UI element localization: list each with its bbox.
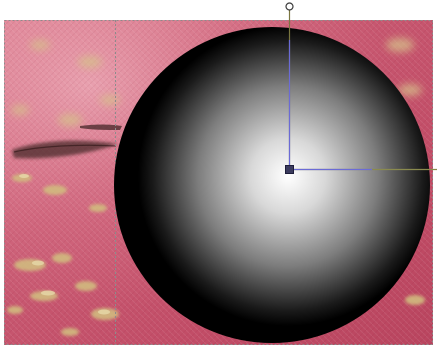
center-handle-icon[interactable] xyxy=(285,165,294,174)
insect-silhouette xyxy=(12,124,122,159)
rotation-handle-icon[interactable] xyxy=(285,2,294,11)
gradient-sphere[interactable] xyxy=(114,27,430,343)
selection-bounding-box xyxy=(4,20,433,345)
